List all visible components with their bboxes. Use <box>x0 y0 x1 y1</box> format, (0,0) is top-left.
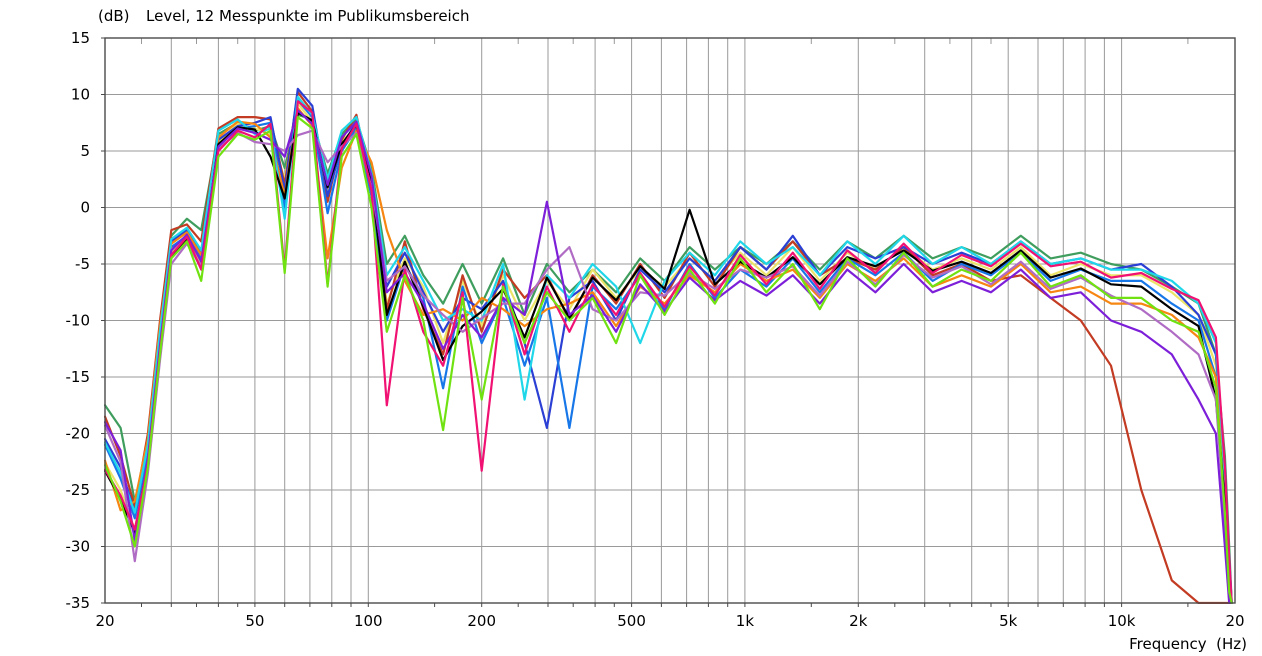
y-tick-label: 10 <box>71 86 90 104</box>
curve-messpunkt-yellow <box>104 102 1233 604</box>
x-tick-label: 5k <box>999 612 1018 630</box>
y-tick-label: -5 <box>75 255 90 273</box>
curves <box>104 87 1233 604</box>
plot-border <box>104 37 1236 604</box>
y-tick-label: -20 <box>66 425 91 443</box>
curve-messpunkt-lime <box>104 116 1233 604</box>
x-axis-tick-labels: 20 50 100 200 500 1k 2k 5k 10k 20 <box>95 612 1244 630</box>
grid <box>101 37 1235 607</box>
chart-title: Level, 12 Messpunkte im Publikumsbereich <box>146 7 469 25</box>
x-axis-title: Frequency (Hz) <box>1129 635 1247 653</box>
y-tick-label: 5 <box>80 142 90 160</box>
y-tick-label: -10 <box>66 312 91 330</box>
y-tick-label: -30 <box>66 538 91 556</box>
curve-messpunkt-cyan <box>104 95 1233 604</box>
x-tick-label: 2k <box>849 612 868 630</box>
x-tick-label: 500 <box>617 612 646 630</box>
curve-messpunkt-pink <box>104 100 1233 604</box>
y-tick-label: -35 <box>66 594 91 612</box>
y-tick-label: -15 <box>66 368 91 386</box>
x-tick-label: 50 <box>245 612 264 630</box>
x-tick-label: 100 <box>354 612 383 630</box>
x-tick-label: 20 <box>1225 612 1244 630</box>
y-unit-label: (dB) <box>98 7 130 25</box>
y-tick-label: 0 <box>80 199 90 217</box>
x-tick-label: 1k <box>736 612 755 630</box>
x-tick-label: 20 <box>95 612 114 630</box>
y-axis-tick-labels: 15 10 5 0 -5 -10 -15 -20 -25 -30 -35 <box>66 29 91 612</box>
curve-messpunkt-orange <box>104 107 1233 604</box>
curve-messpunkt-orchid <box>104 129 1233 604</box>
curve-messpunkt-black <box>104 111 1233 604</box>
x-tick-label: 10k <box>1108 612 1136 630</box>
curve-messpunkt-seagreen <box>104 113 1233 604</box>
y-tick-label: -25 <box>66 481 91 499</box>
curve-messpunkt-violet <box>104 109 1233 604</box>
x-tick-label: 200 <box>467 612 496 630</box>
plot-frame <box>104 37 1236 604</box>
y-tick-label: 15 <box>71 29 90 47</box>
